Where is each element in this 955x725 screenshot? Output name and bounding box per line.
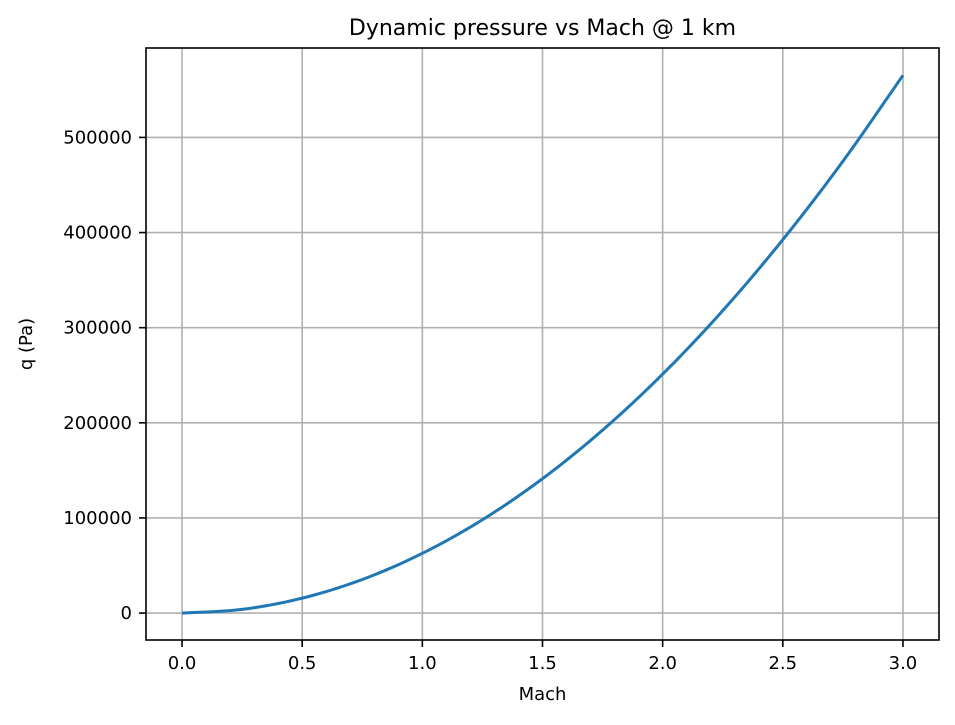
- grid: [146, 48, 939, 640]
- ticks: 0.0 0.5 1.0 1.5 2.0 2.5 3.0 0 100000 200000 300000…: [63, 127, 917, 674]
- y-tick-label: 400000: [63, 223, 132, 244]
- y-tick-label: 500000: [63, 127, 132, 148]
- y-tick-label: 300000: [63, 318, 132, 339]
- y-tick-label: 0: [121, 603, 132, 624]
- chart-title: Dynamic pressure vs Mach @ 1 km: [349, 16, 736, 41]
- x-axis-label: Mach: [519, 684, 567, 705]
- series-layer: [181, 74, 905, 615]
- x-tick-label: 0.0: [168, 653, 197, 674]
- x-tick-label: 1.5: [528, 653, 557, 674]
- x-tick-label: 0.5: [288, 653, 317, 674]
- y-axis-label: q (Pa): [16, 318, 37, 370]
- series-line: [181, 74, 905, 615]
- y-tick-label: 200000: [63, 413, 132, 434]
- x-tick-label: 2.0: [648, 653, 677, 674]
- x-tick-label: 1.0: [408, 653, 437, 674]
- y-tick-label: 100000: [63, 508, 132, 529]
- x-tick-label: 2.5: [768, 653, 797, 674]
- x-tick-label: 3.0: [889, 653, 918, 674]
